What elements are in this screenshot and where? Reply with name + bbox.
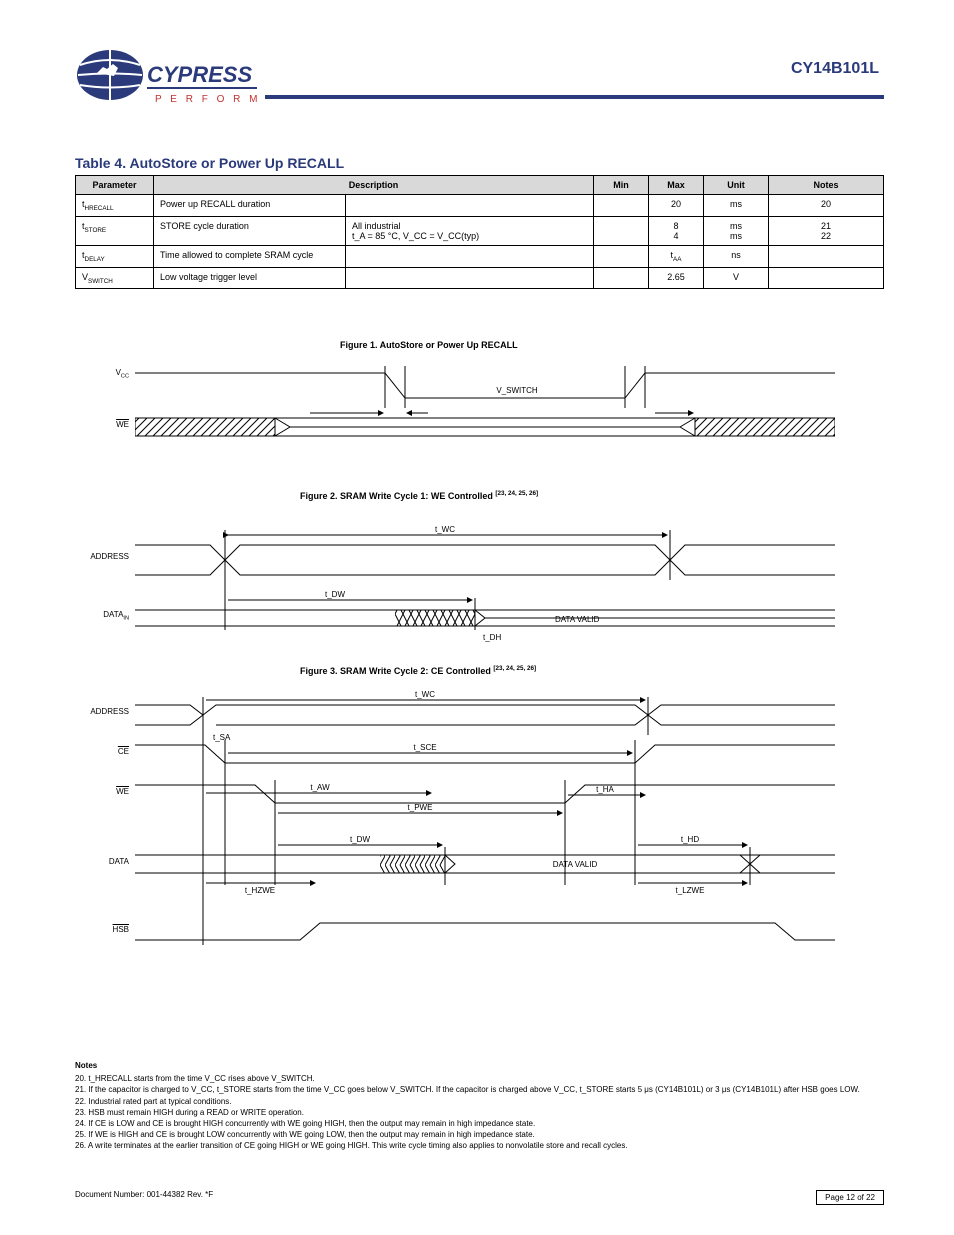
table-row: VSWITCHLow voltage trigger level 2.65V <box>76 267 884 289</box>
fig3-caption: Figure 3. SRAM Write Cycle 2: CE Control… <box>300 665 536 676</box>
cell-max: 84 <box>649 216 704 245</box>
cell-min <box>594 267 649 289</box>
footnote-item: 24. If CE is LOW and CE is brought HIGH … <box>75 1118 884 1129</box>
svg-text:t_WC: t_WC <box>415 690 435 699</box>
footnote-item: 21. If the capacitor is charged to V_CC,… <box>75 1084 884 1095</box>
cell-notes <box>769 245 884 267</box>
th-param: Parameter <box>76 176 154 195</box>
footnote-item: 23. HSB must remain HIGH during a READ o… <box>75 1107 884 1118</box>
svg-text:t_AW: t_AW <box>310 783 330 792</box>
cypress-logo-svg: CYPRESS P E R F O R M <box>75 40 260 125</box>
svg-text:V_SWITCH: V_SWITCH <box>496 386 538 395</box>
cell-cond: All industrialt_A = 85 °C, V_CC = V_CC(t… <box>346 216 594 245</box>
svg-text:t_DW: t_DW <box>350 835 370 844</box>
table-row: tDELAYTime allowed to complete SRAM cycl… <box>76 245 884 267</box>
table4-heading: Table 4. AutoStore or Power Up RECALL <box>75 155 344 171</box>
svg-text:DATA VALID: DATA VALID <box>555 615 600 624</box>
table4: Parameter Description Min Max Unit Notes… <box>75 175 884 289</box>
footnote-item: 20. t_HRECALL starts from the time V_CC … <box>75 1073 884 1084</box>
cell-notes <box>769 267 884 289</box>
th-min: Min <box>594 176 649 195</box>
cell-param: VSWITCH <box>76 267 154 289</box>
svg-text:DATA VALID: DATA VALID <box>553 860 598 869</box>
cell-notes: 2122 <box>769 216 884 245</box>
fig2-diagram: t_WC t_DW DATA VALID t_DH ADDRESS DATAIN <box>135 510 835 655</box>
page-footer: Document Number: 001-44382 Rev. *F Page … <box>75 1190 884 1205</box>
svg-text:t_HZWE: t_HZWE <box>245 886 275 895</box>
footnote-item: 25. If WE is HIGH and CE is brought LOW … <box>75 1129 884 1140</box>
logo-tagline-text: P E R F O R M <box>155 94 260 105</box>
footnotes: Notes 20. t_HRECALL starts from the time… <box>75 1060 884 1152</box>
cell-desc: Low voltage trigger level <box>154 267 346 289</box>
cell-param: tHRECALL <box>76 195 154 217</box>
table-row: tHRECALLPower up RECALL duration 20ms20 <box>76 195 884 217</box>
svg-text:t_SCE: t_SCE <box>413 743 436 752</box>
svg-text:t_DW: t_DW <box>325 590 345 599</box>
cypress-logo: CYPRESS P E R F O R M <box>75 40 260 125</box>
cell-desc: Power up RECALL duration <box>154 195 346 217</box>
cell-unit: V <box>704 267 769 289</box>
doc-number: Document Number: 001-44382 Rev. *F <box>75 1190 213 1205</box>
th-unit: Unit <box>704 176 769 195</box>
cell-min <box>594 216 649 245</box>
fig3-diagram: t_WC t_SCE t_SA t_AW t_HA t_PWE DATA VAL… <box>135 685 835 965</box>
table4-header-row: Parameter Description Min Max Unit Notes <box>76 176 884 195</box>
cell-desc: STORE cycle duration <box>154 216 346 245</box>
fig2-caption: Figure 2. SRAM Write Cycle 1: WE Control… <box>300 490 538 501</box>
cell-max: 20 <box>649 195 704 217</box>
part-number: CY14B101L <box>791 60 879 78</box>
page-number: Page 12 of 22 <box>816 1190 884 1205</box>
cell-notes: 20 <box>769 195 884 217</box>
footnote-item: 22. Industrial rated part at typical con… <box>75 1096 884 1107</box>
svg-text:t_WC: t_WC <box>435 525 455 534</box>
cell-max: 2.65 <box>649 267 704 289</box>
cell-cond <box>346 245 594 267</box>
cell-max: tAA <box>649 245 704 267</box>
logo-company-text: CYPRESS <box>147 62 252 87</box>
fig1-caption: Figure 1. AutoStore or Power Up RECALL <box>340 340 518 350</box>
th-desc: Description <box>154 176 594 195</box>
svg-text:t_SA: t_SA <box>213 733 231 742</box>
svg-text:t_DH: t_DH <box>483 633 501 642</box>
cell-param: tSTORE <box>76 216 154 245</box>
svg-text:t_LZWE: t_LZWE <box>676 886 705 895</box>
svg-text:t_HA: t_HA <box>596 785 614 794</box>
cell-cond <box>346 195 594 217</box>
cell-param: tDELAY <box>76 245 154 267</box>
svg-text:t_PWE: t_PWE <box>408 803 433 812</box>
svg-text:t_HD: t_HD <box>681 835 699 844</box>
fig1-diagram: V_SWITCH VCC WE <box>135 358 835 473</box>
cell-unit: msms <box>704 216 769 245</box>
cell-unit: ms <box>704 195 769 217</box>
table-row: tSTORESTORE cycle durationAll industrial… <box>76 216 884 245</box>
th-max: Max <box>649 176 704 195</box>
cell-unit: ns <box>704 245 769 267</box>
th-notes: Notes <box>769 176 884 195</box>
cell-min <box>594 195 649 217</box>
cell-cond <box>346 267 594 289</box>
cell-min <box>594 245 649 267</box>
footnote-item: 26. A write terminates at the earlier tr… <box>75 1140 884 1151</box>
header-rule <box>265 95 884 99</box>
cell-desc: Time allowed to complete SRAM cycle <box>154 245 346 267</box>
footnotes-heading: Notes <box>75 1060 884 1071</box>
